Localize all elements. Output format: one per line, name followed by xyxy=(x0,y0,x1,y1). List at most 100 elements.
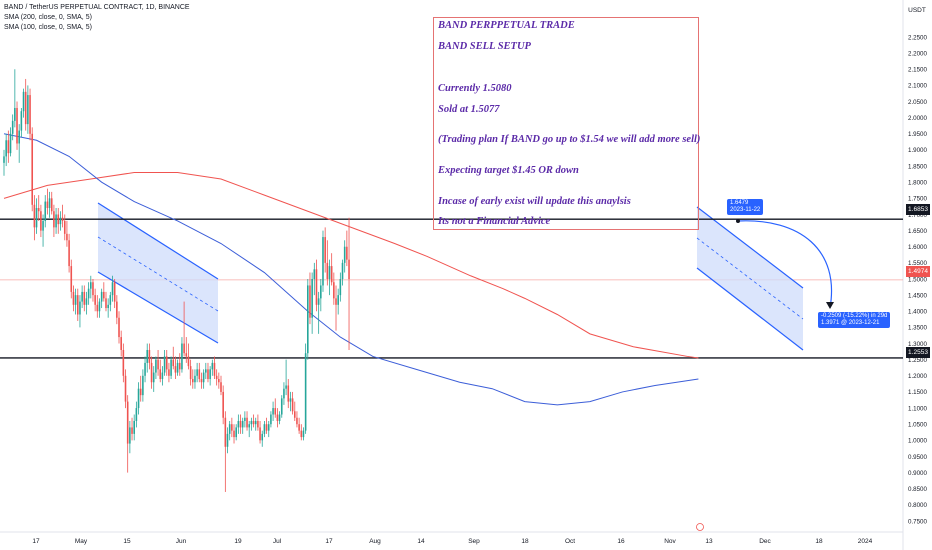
candle xyxy=(120,330,122,357)
candle-body xyxy=(291,398,294,412)
candle-body xyxy=(241,420,244,428)
candle-body xyxy=(196,369,198,376)
candle-body xyxy=(226,433,229,447)
candle xyxy=(231,417,233,438)
candle xyxy=(57,208,60,234)
candle-body xyxy=(103,291,105,299)
y-tick-label: 2.0000 xyxy=(908,115,927,122)
candle-body xyxy=(209,369,211,380)
candle-body xyxy=(116,301,118,318)
candle-body xyxy=(183,343,185,354)
candle xyxy=(335,285,337,331)
y-tick-label: 1.1500 xyxy=(908,389,927,396)
y-tick-label: 1.7000 xyxy=(908,212,927,219)
candle-body xyxy=(270,414,272,425)
candle-body xyxy=(257,420,259,428)
candle xyxy=(198,362,201,383)
candle-body xyxy=(74,295,77,305)
candle-body xyxy=(218,379,220,383)
projection-arc xyxy=(737,220,832,309)
candle xyxy=(155,356,157,380)
candle xyxy=(116,295,118,325)
candle xyxy=(131,417,133,441)
candle-body xyxy=(133,420,135,434)
candle xyxy=(92,279,94,302)
candle-body xyxy=(272,408,274,415)
candle xyxy=(24,78,27,131)
entry-flag[interactable]: 1.6479 2023-11-22 xyxy=(727,199,764,215)
candle-body xyxy=(194,375,196,383)
candle xyxy=(20,107,23,138)
candle-body xyxy=(24,91,27,125)
candle-body xyxy=(189,366,192,380)
candle-body xyxy=(298,424,300,431)
x-tick-label: 19 xyxy=(234,538,242,545)
candle xyxy=(94,288,96,312)
candle xyxy=(72,285,75,312)
candle-body xyxy=(144,362,146,376)
candle xyxy=(183,301,185,357)
candle xyxy=(150,356,153,389)
y-tick-label: 1.3000 xyxy=(908,341,927,348)
candle xyxy=(196,362,198,383)
candle-body xyxy=(146,349,149,363)
sma200-line xyxy=(3,172,699,359)
candle xyxy=(259,420,261,444)
y-tick-label: 1.9500 xyxy=(908,131,927,138)
candle xyxy=(46,188,49,215)
candle xyxy=(85,291,88,315)
x-tick-label: 18 xyxy=(521,538,529,545)
candle xyxy=(178,353,181,376)
candle xyxy=(285,359,287,396)
candle-body xyxy=(191,379,194,383)
candle-body xyxy=(105,298,107,309)
candle-body xyxy=(61,217,64,221)
candle-body xyxy=(131,427,133,434)
candle-body xyxy=(109,295,112,305)
y-tick-label: 0.8000 xyxy=(908,502,927,509)
candle-body xyxy=(7,140,10,154)
y-tick-label: 1.6000 xyxy=(908,244,927,251)
y-tick-label: 1.6500 xyxy=(908,228,927,235)
candle-body xyxy=(289,398,292,402)
candle xyxy=(320,279,322,312)
candle xyxy=(261,430,264,447)
candle-body xyxy=(181,343,183,370)
event-marker-icon xyxy=(696,523,704,531)
candle xyxy=(205,362,207,380)
candle xyxy=(133,414,135,441)
candle xyxy=(254,417,257,431)
candle xyxy=(5,133,7,167)
candle xyxy=(63,214,66,241)
candle xyxy=(302,427,305,441)
candle-body xyxy=(205,369,207,373)
candle-body xyxy=(142,375,144,396)
projection-flag[interactable]: -0.2509 (-15.22%) in 29d 1.3971 @ 2023-1… xyxy=(818,312,891,328)
y-tick-label: 1.9000 xyxy=(908,147,927,154)
candle-body xyxy=(174,366,177,373)
candle-body xyxy=(324,237,326,263)
candle-body xyxy=(135,408,138,421)
candle-body xyxy=(252,420,255,425)
candle-body xyxy=(122,349,125,376)
candle-body xyxy=(161,372,164,380)
y-tick-label: 2.1500 xyxy=(908,67,927,74)
channel-2-upper xyxy=(696,206,804,289)
candle-body xyxy=(248,424,251,428)
candle xyxy=(9,127,12,157)
candle-body xyxy=(152,372,155,383)
candle xyxy=(311,272,313,334)
candle xyxy=(200,372,203,389)
candle xyxy=(137,382,140,415)
trade-note-box[interactable] xyxy=(433,17,699,230)
note-line-4: Sold at 1.5077 xyxy=(438,104,500,115)
candle xyxy=(174,356,177,380)
channel-1 xyxy=(97,202,219,344)
candle xyxy=(241,417,244,434)
y-tick-label: 1.8500 xyxy=(908,163,927,170)
candle xyxy=(250,417,253,431)
candle xyxy=(337,288,339,315)
candle xyxy=(278,411,281,425)
candle xyxy=(148,343,151,370)
